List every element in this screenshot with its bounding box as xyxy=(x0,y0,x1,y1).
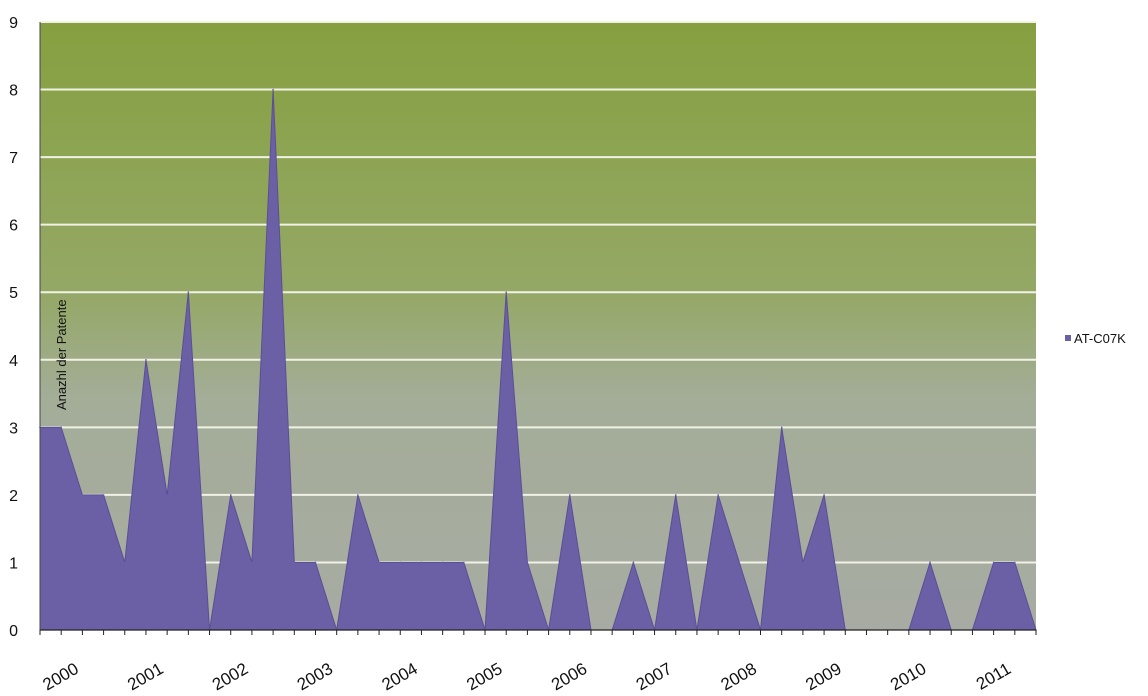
data-point xyxy=(251,561,253,564)
data-point xyxy=(441,561,444,564)
data-point xyxy=(293,561,296,564)
data-point xyxy=(420,561,423,564)
data-point xyxy=(357,494,359,496)
y-tick-label: 7 xyxy=(9,150,18,167)
data-point xyxy=(992,561,995,564)
data-point xyxy=(802,561,804,564)
y-axis-ticks: 0 1 2 3 4 5 6 7 8 9 xyxy=(9,15,18,640)
x-tick-label: 2006 xyxy=(548,659,590,694)
y-tick-label: 9 xyxy=(9,15,18,32)
x-tick-label: 2000 xyxy=(40,659,82,694)
x-axis-ticks: 2000 2001 2002 2003 2004 2005 2006 2007 2008 2009… xyxy=(40,659,1015,694)
x-tick-label: 2009 xyxy=(802,659,844,694)
data-point xyxy=(632,561,635,564)
x-tick-label: 2001 xyxy=(124,659,166,694)
data-point xyxy=(229,494,232,496)
data-point xyxy=(187,291,190,294)
data-point xyxy=(738,561,741,564)
data-point xyxy=(568,494,571,496)
axes xyxy=(39,22,1037,635)
data-point xyxy=(674,494,677,496)
data-point xyxy=(463,561,465,564)
x-tick-label: 2004 xyxy=(379,659,421,694)
x-tick-label: 2008 xyxy=(718,659,760,694)
x-tick-label: 2003 xyxy=(294,659,336,694)
y-tick-label: 0 xyxy=(9,623,18,640)
data-point xyxy=(60,426,62,429)
legend-swatch xyxy=(1065,335,1071,341)
data-point xyxy=(780,426,783,429)
x-tick-label: 2005 xyxy=(463,659,505,694)
data-point xyxy=(823,494,825,496)
data-point xyxy=(314,561,317,564)
data-point xyxy=(399,561,402,564)
data-point xyxy=(102,494,105,496)
data-point xyxy=(378,561,380,564)
legend-label: AT-C07K xyxy=(1074,331,1126,346)
gridlines xyxy=(40,21,1036,564)
x-tick-label: 2010 xyxy=(887,659,929,694)
data-point xyxy=(123,561,126,564)
data-point xyxy=(929,561,931,564)
data-point xyxy=(1014,561,1016,564)
y-tick-label: 8 xyxy=(9,83,18,100)
data-point xyxy=(166,494,168,496)
plot-background xyxy=(40,22,1036,630)
data-point xyxy=(81,494,84,496)
data-point xyxy=(717,494,719,496)
x-tick-label: 2007 xyxy=(633,659,675,694)
y-tick-label: 4 xyxy=(9,353,18,370)
x-tick-label: 2002 xyxy=(209,659,251,694)
y-tick-label: 5 xyxy=(9,285,18,302)
y-tick-label: 2 xyxy=(9,488,18,505)
y-axis-label: Anazhl der Patente xyxy=(54,299,69,410)
y-tick-label: 1 xyxy=(9,555,18,572)
data-point xyxy=(145,358,147,361)
data-point xyxy=(272,88,274,91)
x-tick-label: 2011 xyxy=(973,659,1014,694)
legend: AT-C07K xyxy=(1065,331,1126,346)
y-tick-label: 6 xyxy=(9,218,18,235)
y-tick-label: 3 xyxy=(9,420,18,437)
data-point xyxy=(526,561,529,564)
data-point xyxy=(505,291,508,294)
